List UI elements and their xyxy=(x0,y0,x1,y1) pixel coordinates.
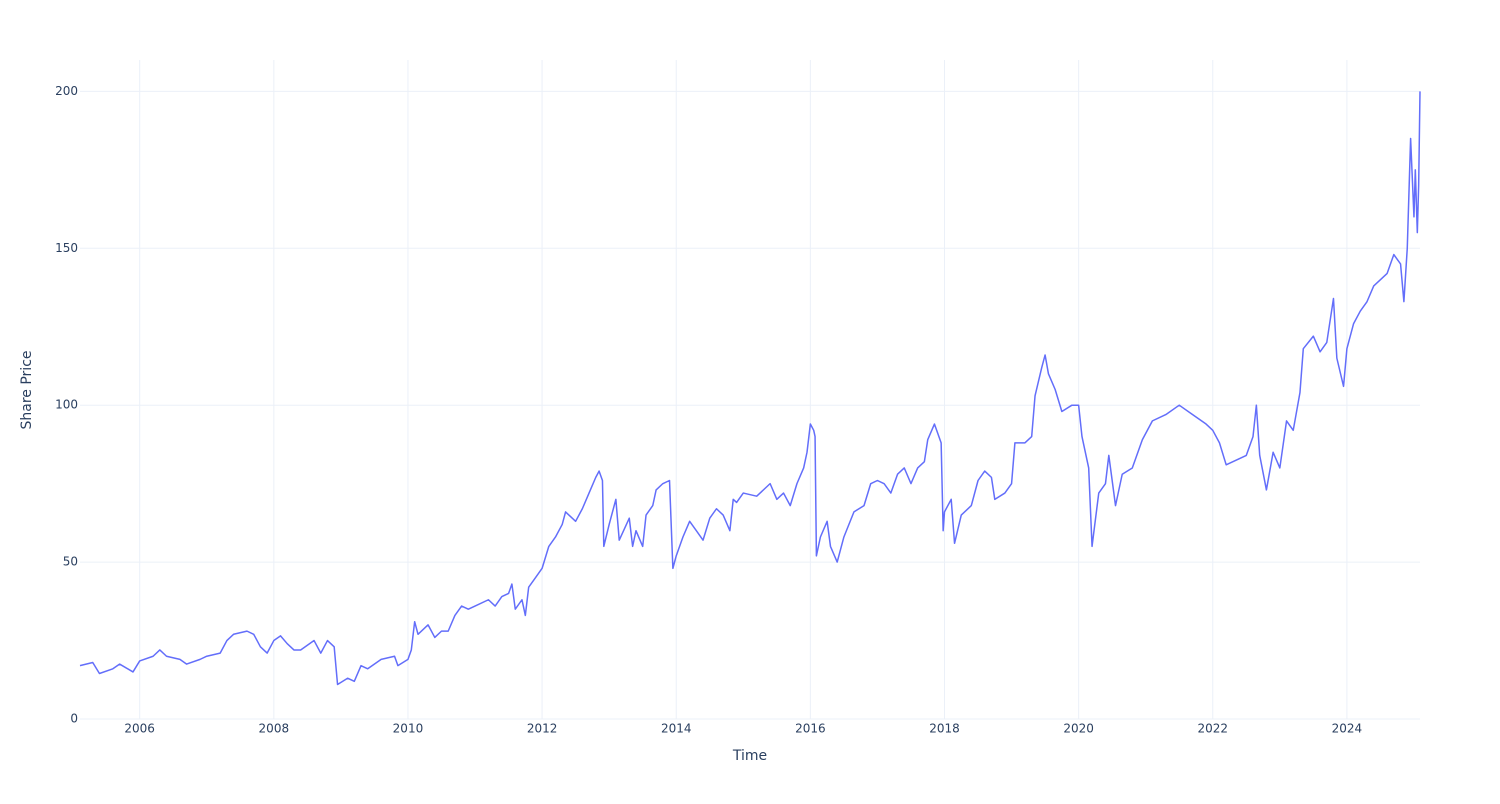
x-tick-label: 2012 xyxy=(527,722,558,736)
price-line xyxy=(79,91,1421,686)
y-tick-label: 50 xyxy=(63,555,78,569)
x-tick-label: 2018 xyxy=(929,722,960,736)
x-tick-label: 2020 xyxy=(1063,722,1094,736)
x-tick-label: 2006 xyxy=(124,722,155,736)
y-tick-label: 150 xyxy=(55,241,78,255)
y-tick-label: 200 xyxy=(55,84,78,98)
x-tick-label: 2016 xyxy=(795,722,826,736)
x-tick-label: 2024 xyxy=(1332,722,1363,736)
x-tick-label: 2008 xyxy=(259,722,290,736)
x-axis-title: Time xyxy=(732,748,767,764)
y-tick-label: 0 xyxy=(70,712,78,726)
y-tick-label: 100 xyxy=(55,398,78,412)
y-axis-title: Share Price xyxy=(19,350,35,429)
x-tick-label: 2014 xyxy=(661,722,692,736)
x-tick-label: 2010 xyxy=(393,722,424,736)
x-tick-label: 2022 xyxy=(1197,722,1228,736)
